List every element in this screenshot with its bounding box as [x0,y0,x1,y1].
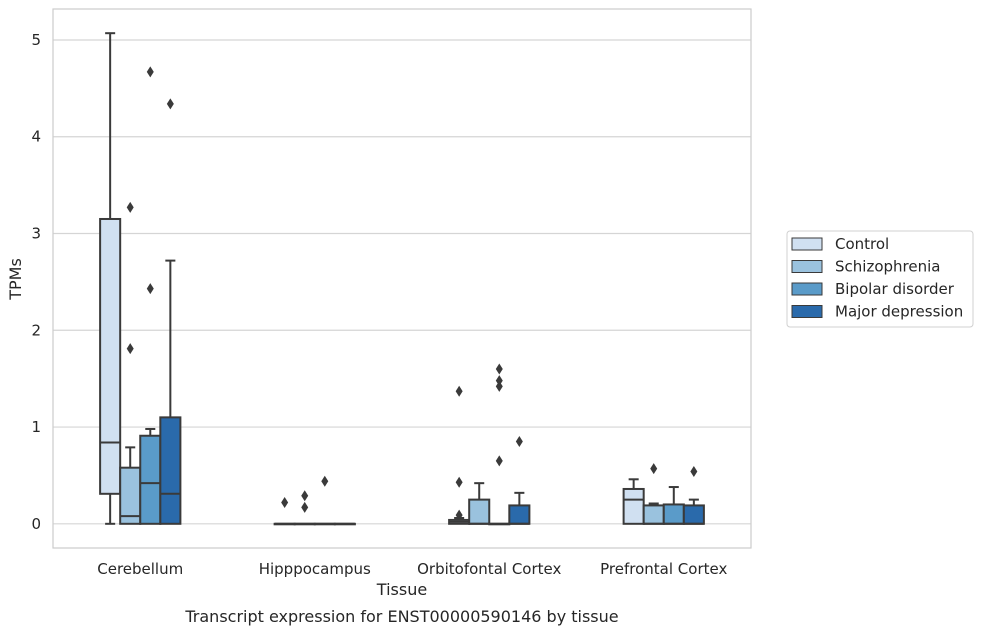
box-schizophrenia [293,490,316,526]
outlier-point [455,476,463,488]
outlier-point [690,466,698,478]
box-body [99,217,122,495]
y-axis-title: TPMs [6,258,25,301]
box-bipolar-disorder [139,66,162,525]
legend-swatch [791,260,823,273]
box-body [159,416,182,525]
boxes [99,32,705,526]
x-tick-label: Cerebellum [97,560,183,578]
outlier-point [495,375,503,387]
legend-swatch [791,305,823,318]
outlier-point [455,509,463,521]
legend-label: Schizophrenia [835,258,940,276]
outlier-point [166,98,174,110]
outlier-point [495,363,503,375]
outlier-point [146,283,154,295]
y-tick-label: 2 [31,321,41,339]
outlier-point [126,201,134,213]
box-body [682,504,705,525]
outlier-point [126,343,134,355]
box-schizophrenia [468,482,491,525]
outlier-point [515,436,523,448]
outlier-point [321,475,329,487]
outlier-point [495,380,503,392]
outlier-point [455,385,463,397]
y-tick-label: 3 [31,225,41,243]
outlier-point [146,66,154,78]
legend: Control Schizophrenia Bipolar disorder Majo… [786,230,974,328]
outlier-point [650,463,658,475]
box-control [622,478,645,525]
plot-area-frame [52,8,752,549]
outlier-point [301,501,309,513]
box-bipolar-disorder [662,486,685,525]
box-schizophrenia [642,463,665,525]
y-tick-labels: 0 1 2 3 4 5 [31,31,41,533]
box-control [273,497,296,526]
box-major-depression [333,522,356,526]
chart-caption: Transcript expression for ENST0000059014… [184,607,618,626]
box-major-depression [682,466,705,525]
box-bipolar-disorder [313,475,336,526]
outlier-point [301,490,309,502]
box-body [508,504,531,525]
legend-label: Major depression [835,303,963,321]
outlier-point [495,455,503,467]
y-tick-label: 5 [31,31,41,49]
x-tick-label: Prefrontal Cortex [600,560,727,578]
x-tick-label: Orbitofontal Cortex [417,560,561,578]
legend-label: Bipolar disorder [835,280,955,298]
box-control [448,385,471,525]
y-tick-label: 4 [31,128,41,146]
box-bipolar-disorder [488,363,511,526]
box-body [662,503,685,525]
box-body [622,487,645,525]
box-body [642,504,665,525]
x-tick-labels: Cerebellum Hipppocampus Orbitofontal Corte… [97,560,727,578]
box-body [139,434,162,525]
x-tick-label: Hipppocampus [259,560,371,578]
legend-swatch [791,282,823,296]
legend-frame [786,230,974,328]
x-axis-title: Tissue [376,580,427,599]
y-tick-label: 1 [31,418,41,436]
box-major-depression [159,98,182,525]
legend-label: Control [835,235,889,253]
box-body [468,498,491,525]
box-schizophrenia [119,201,142,525]
y-tick-label: 0 [31,515,41,533]
box-major-depression [508,436,531,525]
box-control [99,32,122,525]
legend-swatch [791,237,823,251]
outlier-point [281,497,289,509]
